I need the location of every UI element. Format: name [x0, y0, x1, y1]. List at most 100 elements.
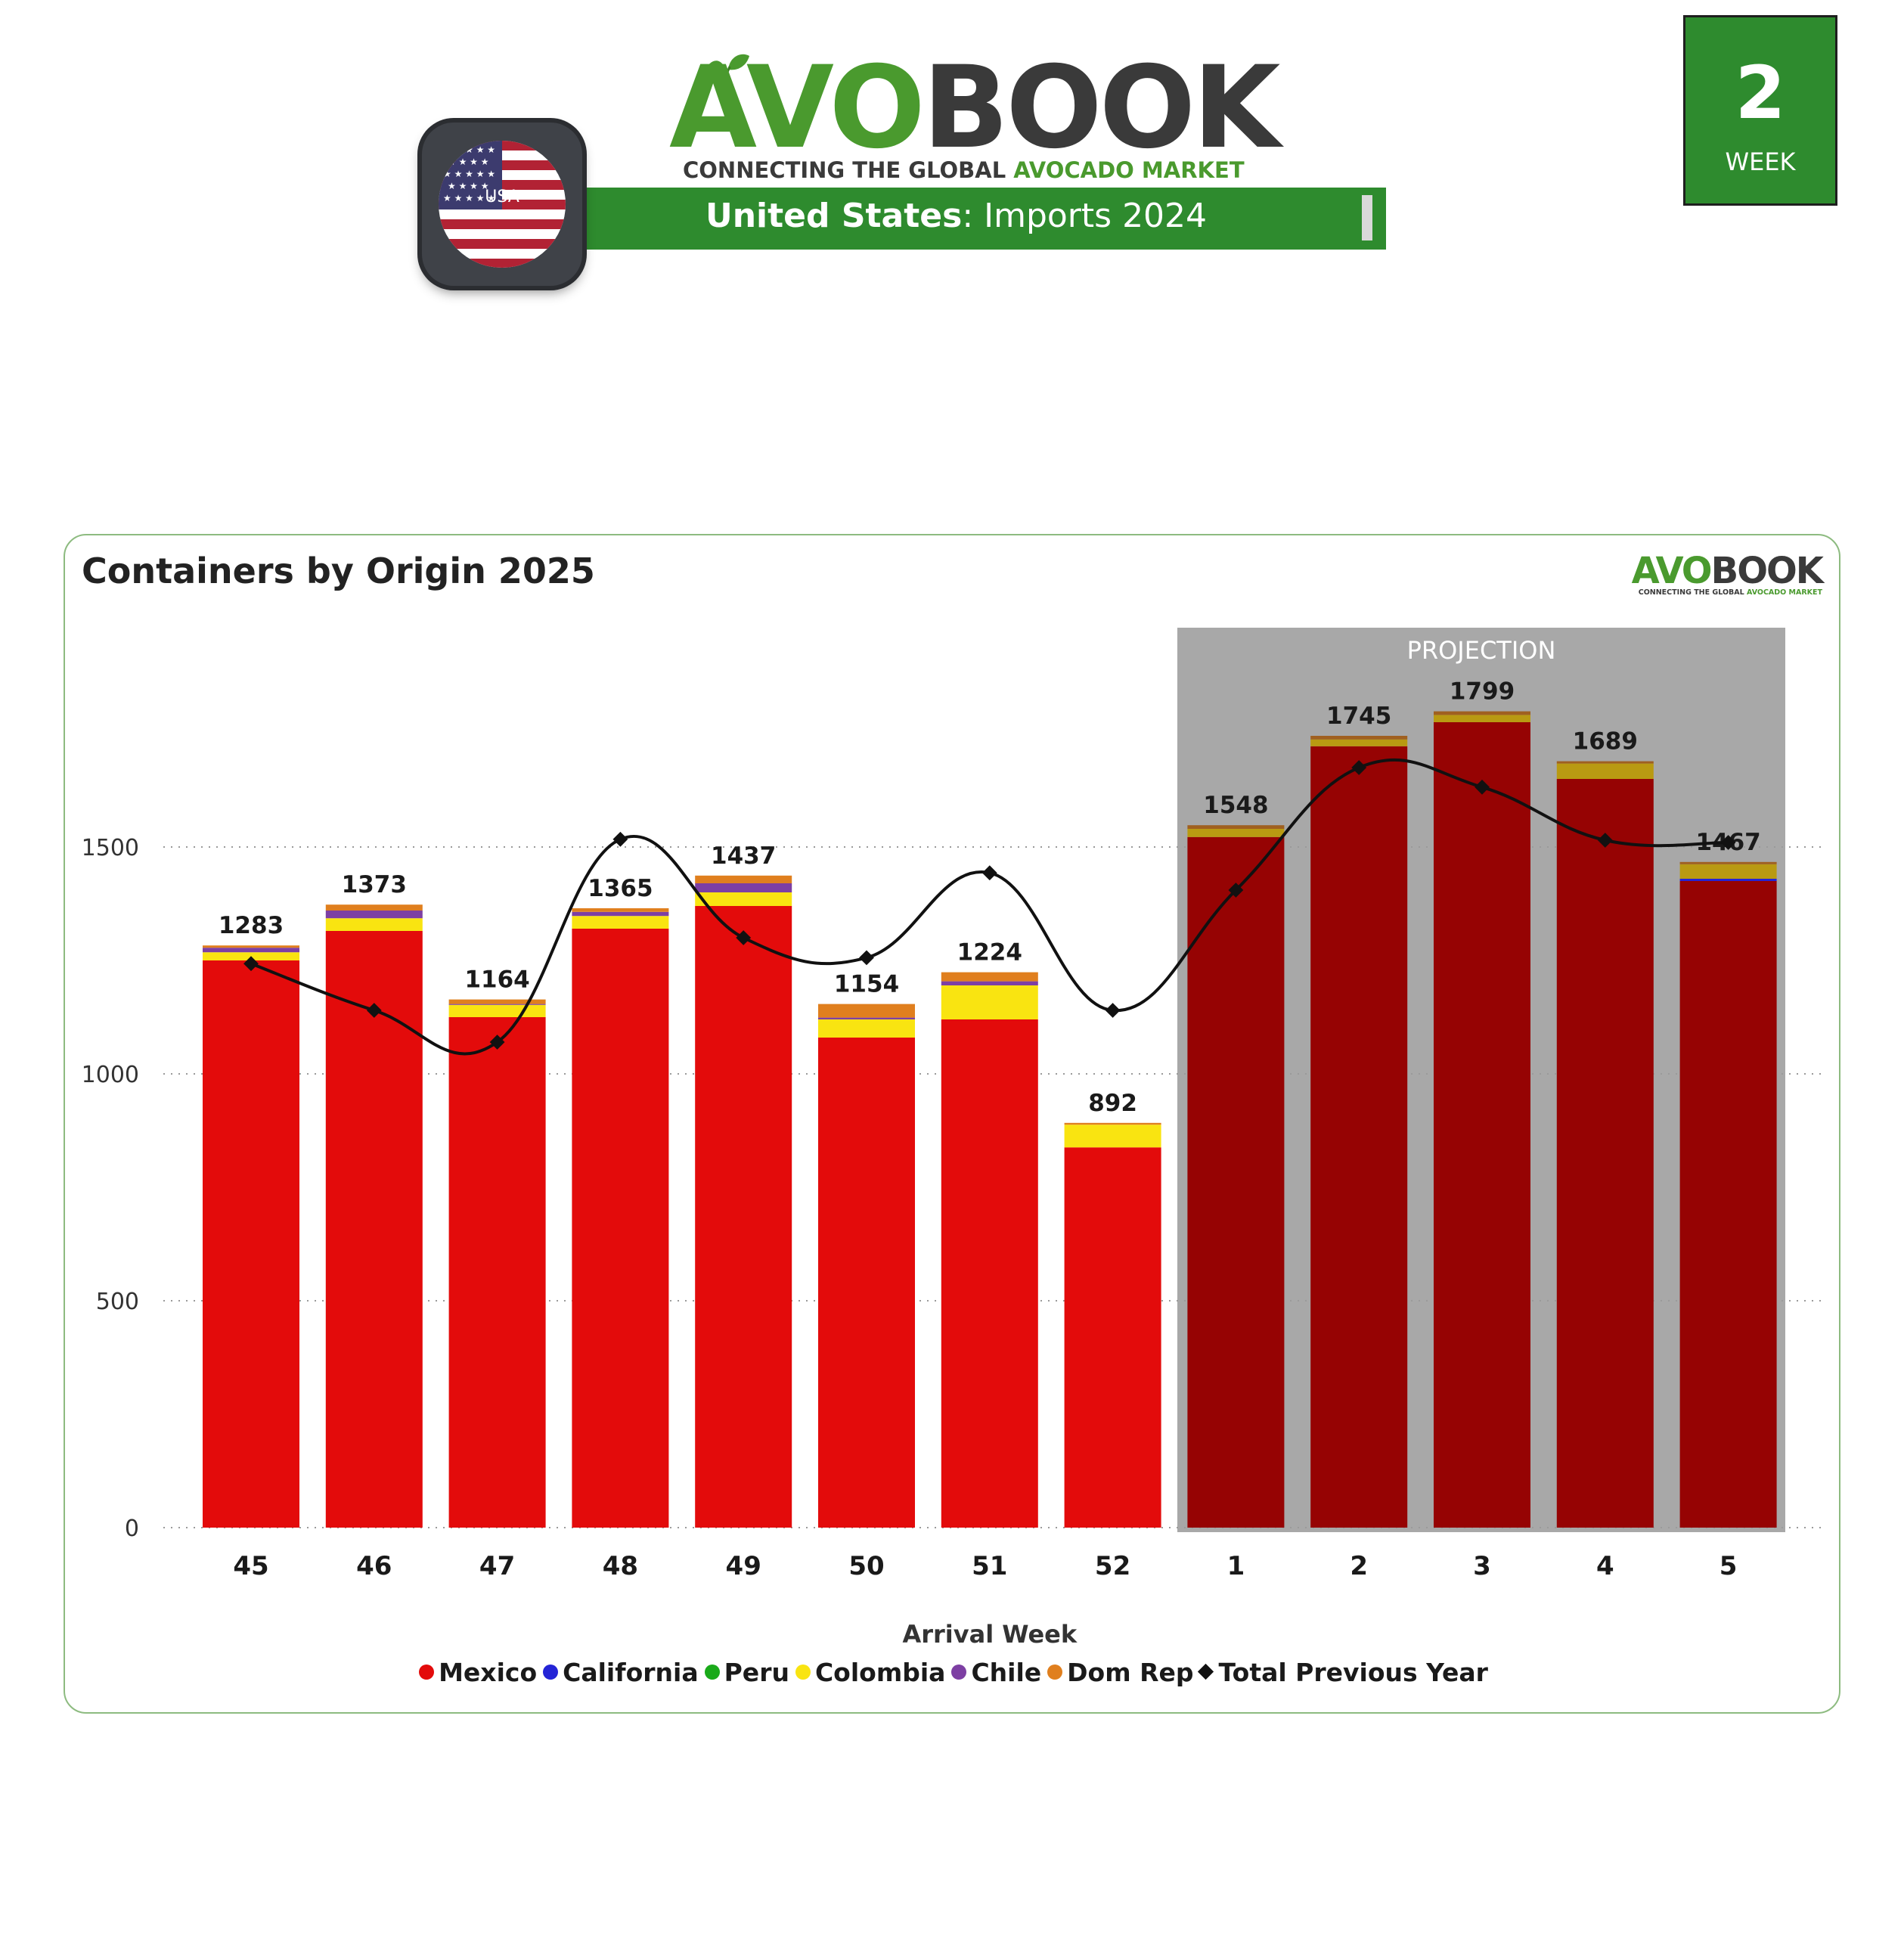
bar-dom-rep [203, 945, 299, 948]
legend-swatch-mexico [419, 1664, 435, 1680]
legend-swatch-chile [951, 1664, 967, 1680]
bar-mexico [1434, 722, 1530, 1528]
data-label-total: 1283 [219, 912, 284, 939]
bar-mexico [818, 1038, 915, 1528]
bar-chile [325, 911, 423, 919]
avobook-logo: AVOBOOK CONNECTING THE GLOBAL AVOCADO MA… [669, 51, 1280, 188]
y-tick-label: 500 [96, 1289, 139, 1315]
tagline-part1: CONNECTING THE GLOBAL [683, 157, 1014, 183]
marker-total-previous-year [859, 950, 874, 966]
data-label-total: 1164 [464, 966, 529, 994]
marker-total-previous-year [736, 930, 752, 945]
x-tick-label: 1 [1227, 1551, 1245, 1581]
svg-text:★ ★ ★ ★: ★ ★ ★ ★ [448, 181, 488, 191]
data-label-total: 1224 [957, 939, 1022, 966]
svg-text:★ ★ ★ ★ ★: ★ ★ ★ ★ ★ [443, 169, 495, 179]
x-tick-label: 4 [1596, 1551, 1614, 1581]
bar-california [1679, 879, 1777, 881]
legend-item-total-previous-year: Total Previous Year [1197, 1658, 1488, 1687]
legend-item-mexico: Mexico [419, 1658, 537, 1687]
bar-colombia [325, 918, 423, 931]
stacked-bar-chart: PROJECTION050010001500128345137346116447… [82, 628, 1827, 1649]
bar-dom-rep [1434, 711, 1530, 715]
logo-tagline: CONNECTING THE GLOBAL AVOCADO MARKET [683, 157, 1245, 183]
legend-label-total-previous-year: Total Previous Year [1218, 1658, 1488, 1687]
bar-colombia [818, 1019, 915, 1038]
leaf-icon [704, 54, 749, 75]
week-badge: 2 WEEK [1683, 15, 1837, 206]
bar-mexico [448, 1017, 546, 1528]
chart-card: Containers by Origin 2025 AVOBOOK CONNEC… [64, 534, 1840, 1714]
y-tick-label: 0 [125, 1516, 139, 1542]
x-tick-label: 50 [848, 1551, 884, 1581]
x-tick-label: 49 [726, 1551, 761, 1581]
avobook-mini-logo: AVOBOOK CONNECTING THE GLOBAL AVOCADO MA… [1631, 550, 1824, 597]
x-tick-label: 45 [233, 1551, 268, 1581]
bar-dom-rep [1064, 1122, 1161, 1125]
marker-total-previous-year [1105, 1003, 1121, 1018]
page-title: United States: Imports 2024 [705, 197, 1207, 235]
title-rest: : Imports 2024 [962, 197, 1208, 235]
mini-logo-avo: AVO [1631, 550, 1713, 592]
mini-logo-tagline: CONNECTING THE GLOBAL AVOCADO MARKET [1639, 588, 1822, 597]
bar-mexico [572, 929, 669, 1528]
chart-title: Containers by Origin 2025 [82, 551, 595, 591]
marker-total-previous-year [1475, 779, 1490, 795]
bar-chile [818, 1017, 915, 1019]
mini-logo-book: BOOK [1710, 550, 1824, 592]
bar-colombia [1187, 829, 1285, 837]
bar-mexico [941, 1019, 1038, 1528]
marker-total-previous-year [366, 1003, 382, 1018]
bar-colombia [1310, 739, 1408, 746]
bar-dom-rep [818, 1004, 915, 1018]
legend-label-dom-rep: Dom Rep [1067, 1658, 1194, 1687]
bar-mexico [695, 906, 792, 1528]
bar-colombia [1064, 1125, 1161, 1148]
x-tick-label: 2 [1350, 1551, 1368, 1581]
legend-item-california: California [543, 1658, 699, 1687]
bar-mexico [1679, 881, 1777, 1528]
x-axis-title: Arrival Week [902, 1620, 1077, 1649]
y-tick-label: 1500 [82, 835, 139, 861]
bar-dom-rep [695, 875, 792, 883]
bar-dom-rep [1556, 761, 1654, 764]
legend-label-chile: Chile [971, 1658, 1042, 1687]
marker-total-previous-year [1351, 760, 1367, 775]
bar-chile [941, 981, 1038, 985]
x-tick-label: 52 [1095, 1551, 1130, 1581]
bar-colombia [572, 916, 669, 929]
bar-dom-rep [1310, 736, 1408, 740]
bar-mexico [203, 960, 299, 1528]
bar-colombia [1679, 864, 1777, 879]
svg-text:★ ★ ★ ★ ★: ★ ★ ★ ★ ★ [443, 193, 495, 203]
marker-total-previous-year [1720, 835, 1736, 850]
tagline-part2: AVOCADO MARKET [1013, 157, 1245, 183]
usa-flag-icon: ★ ★ ★ ★ ★ ★ ★ ★ ★ ★ ★ ★ ★ ★ ★ ★ ★ ★ ★ ★ … [439, 141, 566, 268]
x-tick-label: 47 [479, 1551, 515, 1581]
title-banner: United States: Imports 2024 [566, 188, 1386, 250]
bar-chile [448, 1004, 546, 1005]
marker-total-previous-year [1597, 833, 1613, 848]
bar-colombia [1556, 763, 1654, 779]
projection-label: PROJECTION [1407, 636, 1556, 665]
header: AVOBOOK CONNECTING THE GLOBAL AVOCADO MA… [0, 0, 1904, 318]
legend-swatch-colombia [795, 1664, 811, 1680]
legend-swatch-total-previous-year [1197, 1663, 1214, 1680]
bar-colombia [448, 1004, 546, 1017]
data-label-total: 892 [1088, 1090, 1137, 1117]
bar-chile [695, 883, 792, 892]
marker-total-previous-year [489, 1035, 505, 1050]
x-tick-label: 51 [972, 1551, 1007, 1581]
data-label-total: 1799 [1450, 678, 1515, 706]
x-tick-label: 5 [1719, 1551, 1738, 1581]
legend-label-colombia: Colombia [814, 1658, 946, 1687]
legend-item-peru: Peru [704, 1658, 789, 1687]
bar-dom-rep [325, 904, 423, 911]
marker-total-previous-year [612, 831, 628, 847]
bar-mexico [1187, 836, 1285, 1528]
flag-badge: ★ ★ ★ ★ ★ ★ ★ ★ ★ ★ ★ ★ ★ ★ ★ ★ ★ ★ ★ ★ … [422, 123, 582, 286]
flag-label: USA [485, 188, 519, 206]
bar-dom-rep [1187, 825, 1285, 829]
logo-book: BOOK [922, 42, 1281, 174]
data-label-total: 1154 [834, 971, 899, 998]
